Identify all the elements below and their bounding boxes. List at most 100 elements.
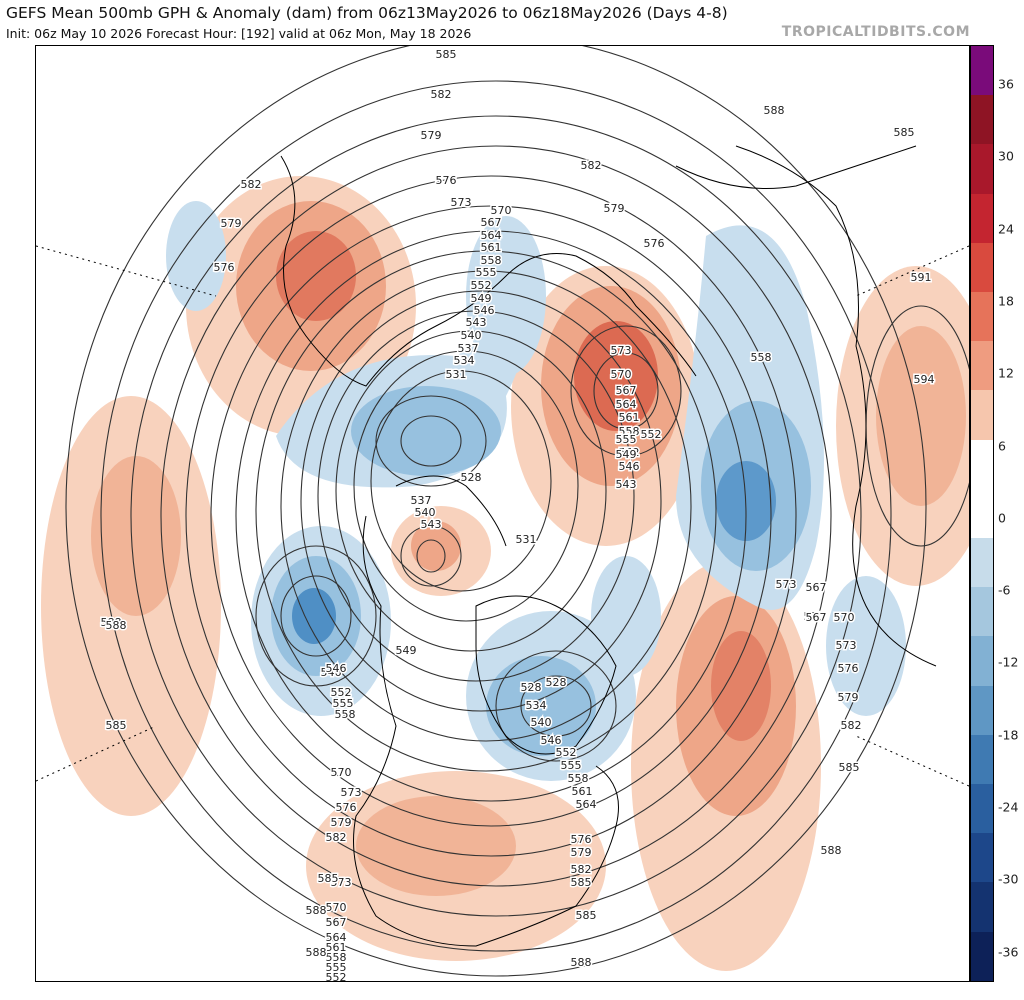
- contour-label: 582: [571, 863, 592, 876]
- colorbar-segment: [971, 341, 993, 391]
- contour-label: 558: [619, 425, 640, 438]
- contour-label: 537: [458, 342, 479, 355]
- contour-label: 573: [331, 876, 352, 889]
- contour-label: 543: [466, 316, 487, 329]
- contour-label: 552: [331, 686, 352, 699]
- contour-label: 573: [611, 344, 632, 357]
- contour-label: 588: [101, 616, 122, 629]
- colorbar-tick-label: 30: [998, 148, 1014, 164]
- height-contour: [65, 46, 927, 977]
- cold-anomaly-central-core: [351, 386, 501, 476]
- contour-label: 561: [572, 785, 593, 798]
- height-contour: [375, 395, 487, 487]
- contour-label: 549: [471, 292, 492, 305]
- contour-label: 573: [836, 639, 857, 652]
- colorbar-segment: [971, 685, 993, 735]
- contour-label: 552: [326, 971, 347, 981]
- contour-label: 573: [776, 578, 797, 591]
- contour-label: 579: [604, 202, 625, 215]
- contour-label: 588: [306, 946, 327, 959]
- contour-label: 588: [764, 104, 785, 117]
- contour-label: 546: [321, 666, 342, 679]
- contour-label: 570: [611, 368, 632, 381]
- coastlines: [280, 145, 937, 947]
- warm-anomaly-west-pacific-core: [91, 456, 181, 616]
- contour-label: 567: [481, 216, 502, 229]
- coastline-north-america: [353, 515, 619, 947]
- height-contour: [185, 175, 797, 857]
- height-contour: [280, 270, 692, 742]
- height-contour: [255, 545, 377, 687]
- contour-label: 582: [841, 719, 862, 732]
- contour-label: 540: [415, 506, 436, 519]
- contour-label: 588: [571, 956, 592, 969]
- colorbar-segment: [971, 292, 993, 342]
- colorbar-segment: [971, 587, 993, 637]
- height-contours: [65, 46, 969, 977]
- contour-label: 537: [411, 494, 432, 507]
- height-contour: [335, 330, 607, 652]
- height-contour: [255, 250, 717, 772]
- contour-label: 576: [644, 237, 665, 250]
- credit-watermark: TROPICALTIDBITS.COM: [781, 24, 970, 40]
- colorbar-segment: [971, 193, 993, 243]
- height-contour: [570, 325, 682, 457]
- colorbar-segment: [971, 390, 993, 440]
- contour-label: 558: [568, 772, 589, 785]
- contour-label: 546: [541, 734, 562, 747]
- contour-label: 585: [318, 872, 339, 885]
- cold-anomaly-ne-pacific-inner: [292, 588, 336, 644]
- contour-label: 540: [461, 329, 482, 342]
- meridian-line: [855, 245, 969, 297]
- colorbar-tick-label: 12: [998, 365, 1014, 381]
- colorbar-segment: [971, 931, 993, 981]
- colorbar-segment: [971, 488, 993, 539]
- colorbar-tick-label: 6: [998, 438, 1006, 453]
- contour-label: 528: [461, 471, 482, 484]
- contour-label: 534: [454, 354, 475, 367]
- contour-label: 564: [616, 398, 637, 411]
- contour-label: 579: [571, 846, 592, 859]
- contour-label: 582: [581, 159, 602, 172]
- height-contour: [100, 80, 892, 952]
- colorbar-segment: [971, 95, 993, 145]
- colorbar-segment: [971, 242, 993, 293]
- height-contour: [210, 205, 772, 827]
- map-subtitle: Init: 06z May 10 2026 Forecast Hour: [19…: [6, 26, 472, 41]
- coastline-europe: [735, 145, 937, 667]
- colorbar-tick-label: -36: [998, 944, 1019, 960]
- map-svg: 5855825795765735705675645615585555525495…: [36, 46, 969, 981]
- height-contour: [130, 115, 862, 917]
- contour-label: 564: [576, 798, 597, 811]
- contour-label: 591: [911, 271, 932, 284]
- contour-label: 567: [616, 384, 637, 397]
- coastline-central-asia: [675, 145, 917, 189]
- warm-anomaly-siberia-inner: [574, 321, 658, 431]
- contour-label: 561: [619, 411, 640, 424]
- contour-label: 558: [751, 351, 772, 364]
- height-contour: [416, 539, 446, 573]
- height-contour: [160, 145, 832, 887]
- meridian-line: [36, 245, 217, 297]
- coastline-greenland: [475, 595, 617, 755]
- colorbar-tick-label: -6: [998, 582, 1011, 598]
- contour-label: 594: [914, 373, 935, 386]
- contour-label: 528: [546, 676, 567, 689]
- height-contour: [280, 575, 352, 657]
- contour-label: 573: [451, 196, 472, 209]
- contour-label: 555: [326, 961, 347, 974]
- anomaly-shading: [41, 176, 969, 971]
- contour-label: 570: [326, 901, 347, 914]
- colorbar-segment: [971, 784, 993, 834]
- colorbar-tick-label: 36: [998, 76, 1014, 92]
- contour-label: 585: [436, 48, 457, 61]
- contour-label: 588: [306, 904, 327, 917]
- contour-label: 579: [221, 217, 242, 230]
- contour-label: 573: [341, 786, 362, 799]
- height-contour: [353, 350, 579, 622]
- colorbar-tick-label: -18: [998, 727, 1019, 743]
- colorbar-segment: [971, 538, 993, 588]
- contour-label: 585: [839, 761, 860, 774]
- contour-label: 567: [806, 581, 827, 594]
- contour-label: 579: [421, 129, 442, 142]
